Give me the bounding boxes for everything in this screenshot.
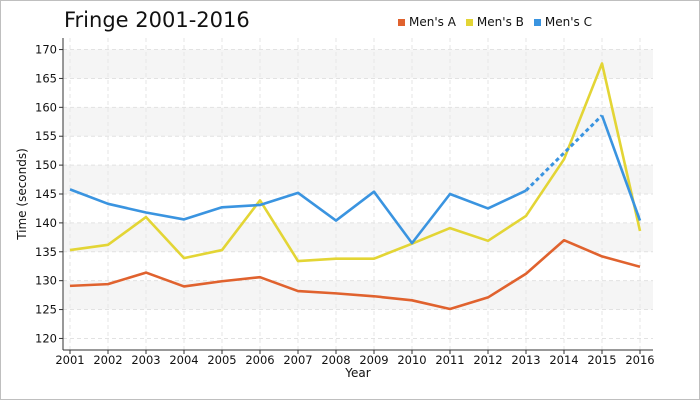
series-line-2 <box>600 114 642 222</box>
x-tick-label: 2011 <box>435 353 464 367</box>
tick-labels: 120 125 130 135 140 145 150 155 160 165 170 2001 200… <box>35 43 655 367</box>
series-line-2 <box>69 188 527 245</box>
y-tick-label: 145 <box>35 187 57 201</box>
x-tick-label: 2015 <box>587 353 616 367</box>
y-tick-label: 150 <box>35 158 57 172</box>
chart-title: Fringe 2001-2016 <box>64 8 250 32</box>
y-tick-label: 155 <box>35 129 57 143</box>
legend-item-mens-b[interactable]: Men's B <box>465 15 524 29</box>
y-tick-label: 130 <box>35 274 57 288</box>
grid-band <box>63 49 653 79</box>
legend-item-mens-c[interactable]: Men's C <box>533 15 592 29</box>
series-gap-dashed-2 <box>524 114 604 192</box>
series-line-0 <box>69 238 641 311</box>
x-tick-label: 2016 <box>625 353 654 367</box>
grid-band <box>63 107 653 137</box>
x-tick-label: 2013 <box>511 353 540 367</box>
x-tick-label: 2005 <box>207 353 236 367</box>
x-tick-label: 2003 <box>131 353 160 367</box>
legend-swatch-mens-c <box>533 18 541 26</box>
legend-swatch-mens-a <box>398 18 405 26</box>
x-tick-label: 2001 <box>55 353 84 367</box>
y-tick-label: 170 <box>35 43 57 57</box>
x-tick-label: 2010 <box>397 353 426 367</box>
legend-item-mens-a[interactable]: Men's A <box>398 15 456 29</box>
axes <box>59 38 653 354</box>
plot-bands <box>63 49 653 310</box>
legend-label-mens-a: Men's A <box>409 15 456 29</box>
series-lines <box>69 62 642 311</box>
legend-label-mens-b: Men's B <box>476 15 524 29</box>
x-tick-label: 2014 <box>549 353 578 367</box>
y-tick-label: 160 <box>35 100 57 114</box>
y-tick-label: 125 <box>35 303 57 317</box>
x-tick-label: 2009 <box>359 353 388 367</box>
x-tick-label: 2002 <box>93 353 122 367</box>
y-tick-label: 120 <box>35 331 57 345</box>
x-tick-label: 2006 <box>245 353 274 367</box>
x-tick-label: 2007 <box>283 353 312 367</box>
x-axis-title: Year <box>344 366 370 380</box>
chart-legend: Men's A Men's B Men's C <box>398 15 602 29</box>
series-line-1 <box>69 62 642 263</box>
y-tick-label: 140 <box>35 216 57 230</box>
grid-lines <box>63 38 653 350</box>
y-tick-label: 165 <box>35 71 57 85</box>
legend-swatch-mens-b <box>465 18 473 26</box>
x-tick-label: 2004 <box>169 353 198 367</box>
x-tick-label: 2012 <box>473 353 502 367</box>
y-tick-label: 135 <box>35 245 57 259</box>
x-tick-label: 2008 <box>321 353 350 367</box>
legend-label-mens-c: Men's C <box>544 15 592 29</box>
y-axis-title: Time (seconds) <box>15 148 29 241</box>
grid-band <box>63 165 653 194</box>
